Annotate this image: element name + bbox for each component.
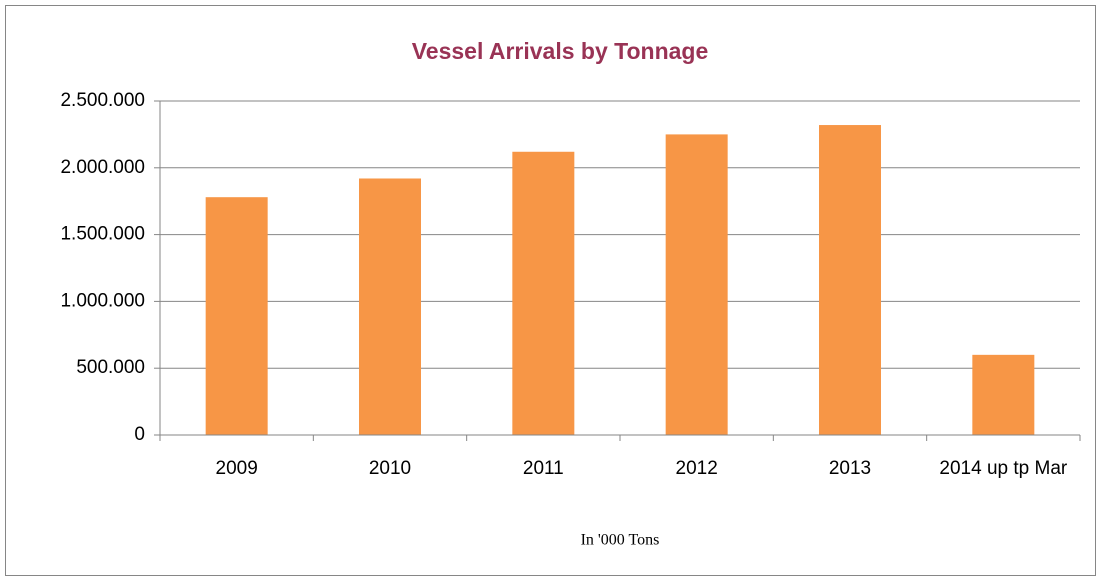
y-tick-label: 1.500.000 [60,224,145,245]
bar [205,197,268,435]
x-tick-label: 2011 [522,458,564,479]
y-tick-label: 2.500.000 [60,90,145,111]
x-axis-label: In '000 Tons [581,532,660,549]
bar [665,134,728,435]
y-tick-label: 2.000.000 [60,157,145,178]
y-tick-label: 500.000 [76,357,145,378]
y-tick-label: 0 [134,424,145,445]
x-tick-label: 2009 [215,458,258,479]
bar [972,354,1035,435]
y-tick-label: 1.000.000 [60,290,145,311]
x-tick-label: 2014 up tp Mar [939,458,1068,479]
bar [512,151,575,435]
x-tick-label: 2012 [675,458,718,479]
x-tick-label: 2010 [368,458,412,479]
chart-title: Vessel Arrivals by Tonnage [412,38,709,64]
x-tick-label: 2013 [828,458,872,479]
bar [359,178,421,435]
bar [819,125,881,435]
